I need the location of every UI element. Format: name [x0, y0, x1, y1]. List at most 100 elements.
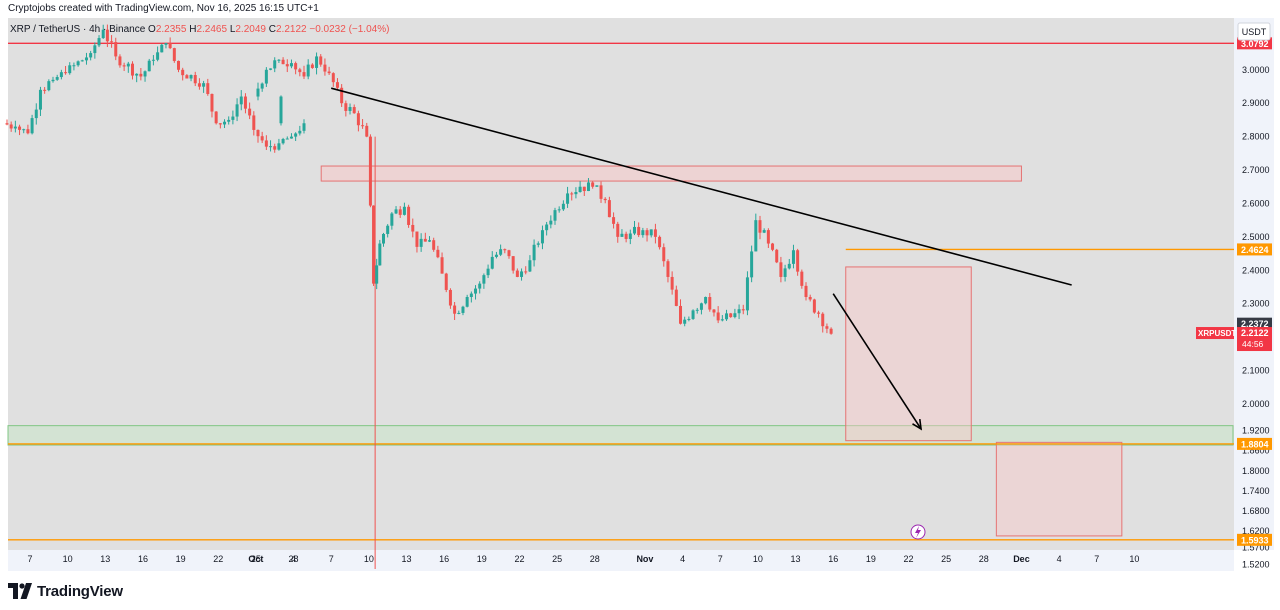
legend-part: XRP / TetherUS · 4h · Binance [10, 24, 148, 35]
level-tag [1237, 243, 1272, 256]
candle-body [482, 275, 486, 284]
candle-body [185, 75, 189, 79]
candle-body [453, 305, 457, 314]
currency-button-label: USDT [1242, 27, 1267, 37]
candle-body [122, 65, 126, 67]
candle-body [628, 233, 632, 239]
candle-body [553, 210, 557, 221]
projection-box-1[interactable] [845, 266, 972, 442]
candle-body [197, 83, 201, 87]
candle-body [528, 260, 532, 272]
candle-body [51, 79, 55, 82]
candle-body [745, 277, 749, 311]
candle-body [407, 206, 411, 225]
legend-part: H [189, 24, 196, 35]
projection-arrow[interactable] [832, 293, 922, 430]
candle-body [101, 29, 105, 39]
candle-body [386, 225, 390, 234]
candle-body [490, 256, 494, 269]
candle-body [829, 328, 833, 334]
time-axis[interactable] [8, 550, 1234, 571]
chart-svg[interactable]: 3.0000 2.9000 2.8000 2.7000 2.6000 2.5000 2.40… [0, 18, 1280, 571]
level-tag-label: 3.0792 [1241, 39, 1269, 49]
x-tick-label: 16 [439, 554, 449, 564]
candle-body [143, 71, 147, 77]
candle-body [520, 271, 524, 277]
x-tick-label: 19 [866, 554, 876, 564]
trendline[interactable] [330, 87, 1072, 286]
x-tick-label: 7 [27, 554, 32, 564]
candle-body [239, 96, 243, 105]
chart-area[interactable]: 3.0000 2.9000 2.8000 2.7000 2.6000 2.5000 2.40… [0, 18, 1280, 571]
candlesticks[interactable] [5, 24, 833, 335]
projection-box-2[interactable] [995, 441, 1123, 537]
candle-body [315, 56, 319, 68]
candle-body [716, 312, 720, 321]
candle-body [344, 103, 348, 111]
candle-body [595, 185, 599, 187]
x-tick-label: 10 [1129, 554, 1139, 564]
candle-body [817, 312, 821, 314]
candle-body [762, 230, 766, 233]
candle-body [603, 198, 607, 201]
candle-body [269, 68, 273, 70]
candle-body [64, 72, 68, 74]
candle-body [381, 233, 385, 244]
candle-body [323, 64, 327, 72]
candle-body [26, 129, 30, 134]
candle-body [758, 220, 762, 233]
candle-body [147, 60, 151, 72]
candle-body [164, 43, 168, 45]
candle-body [440, 257, 444, 274]
x-tick-label: 16 [828, 554, 838, 564]
candle-body [591, 182, 595, 187]
candle-body [260, 136, 264, 141]
candle-body [18, 126, 22, 130]
x-tick-label: 13 [791, 554, 801, 564]
candle-body [448, 289, 452, 306]
tradingview-logo[interactable]: TradingView [8, 580, 123, 602]
candle-body [578, 186, 582, 193]
x-tick-label: Nov [636, 554, 653, 564]
price-axis[interactable] [1234, 18, 1274, 550]
candle-body [365, 125, 369, 137]
candle-body [30, 118, 34, 134]
candle-body [189, 75, 193, 79]
legend-part: L [230, 24, 236, 35]
candle-body [540, 230, 544, 244]
x-tick-label: 28 [590, 554, 600, 564]
y-tick-label: 1.7400 [1242, 486, 1270, 496]
candle-body [352, 107, 356, 114]
y-tick-label: 2.8000 [1242, 132, 1270, 142]
created-by-text: Cryptojobs created with TradingView.com,… [8, 3, 319, 14]
currency-button[interactable] [1237, 22, 1271, 41]
y-tick-label: 1.6800 [1242, 506, 1270, 516]
candle-body [206, 83, 210, 94]
x-tick-label: 22 [213, 554, 223, 564]
level-tag-label: 1.5933 [1241, 535, 1269, 545]
candle-body [624, 233, 628, 239]
support-zone[interactable] [7, 425, 1234, 446]
candle-body [22, 129, 26, 131]
candle-body [791, 250, 795, 264]
x-tick-label: 7 [1094, 554, 1099, 564]
candle-body [151, 59, 155, 61]
candle-body [741, 309, 745, 311]
candle-body [181, 69, 185, 76]
x-tick-label: 4 [291, 554, 296, 564]
candle-body [319, 56, 323, 65]
candle-body [637, 226, 641, 236]
candle-body [515, 270, 519, 277]
level-tag-label: 1.8804 [1241, 439, 1269, 449]
candle-body [210, 93, 214, 112]
level-tag [1237, 437, 1272, 450]
candle-body [55, 77, 59, 80]
candle-body [368, 136, 372, 206]
candle-body [105, 29, 109, 42]
candle-body [172, 48, 176, 61]
candle-body [607, 200, 611, 218]
candle-body [356, 113, 360, 126]
candle-body [285, 138, 289, 140]
resistance-zone[interactable] [320, 165, 1022, 182]
candle-body [503, 249, 507, 251]
